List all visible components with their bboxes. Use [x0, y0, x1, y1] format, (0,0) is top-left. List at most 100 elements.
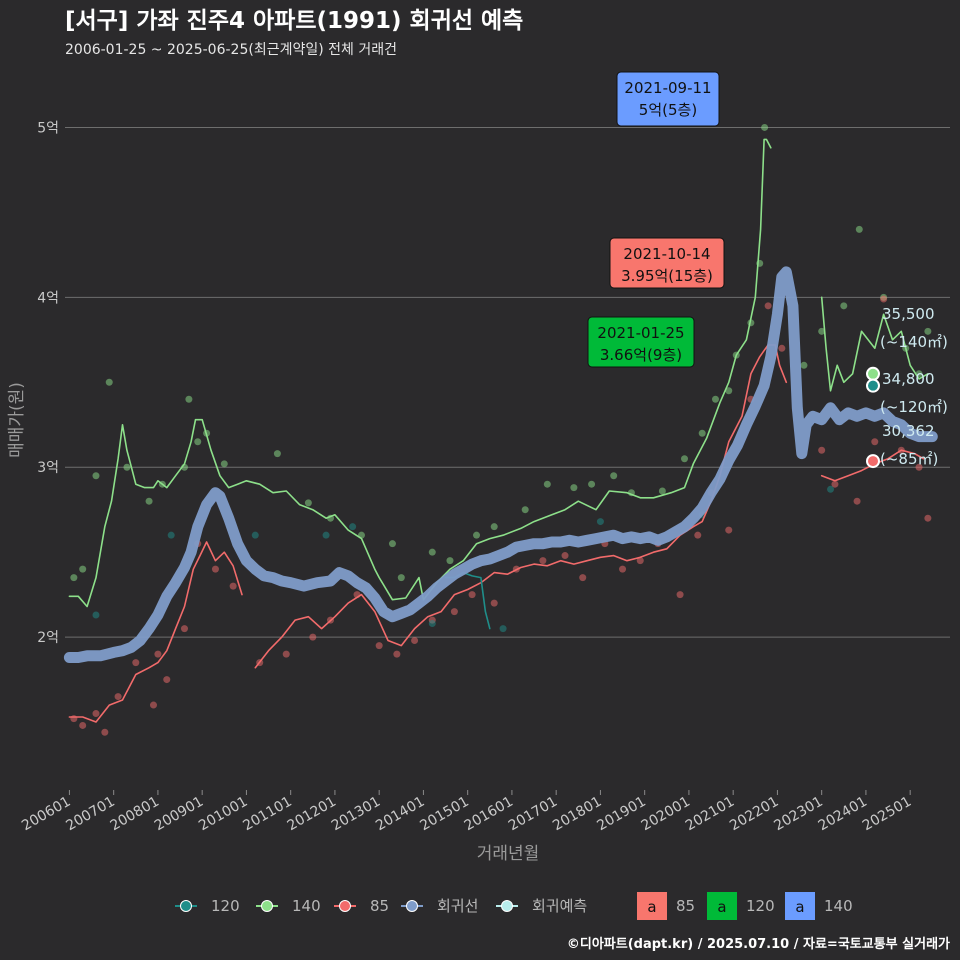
scatter-point: [70, 715, 78, 723]
series-line-140: [68, 138, 772, 608]
scatter-point: [764, 302, 772, 310]
chart-subtitle: 2006-01-25 ~ 2025-06-25(최근계약일) 전체 거래건: [65, 42, 397, 58]
scatter-point: [761, 123, 769, 131]
chart-title: [서구] 가좌 진주4 아파트(1991) 회귀선 예측: [65, 8, 523, 34]
x-tick-label: 202101: [683, 794, 737, 835]
scatter-point: [92, 710, 100, 718]
end-label-area: (~120㎡): [880, 398, 948, 416]
annotation-text: 3.95억(15층): [621, 267, 713, 285]
x-tick-label: 201901: [594, 794, 648, 835]
scatter-point: [79, 565, 87, 573]
legend-label: 85: [370, 897, 389, 915]
scatter-point: [676, 591, 684, 599]
scatter-point: [800, 361, 808, 369]
end-label-value: 30,362: [882, 422, 935, 440]
scatter-point: [490, 523, 498, 531]
scatter-point: [185, 395, 193, 403]
annotation-date: 2021-10-14: [623, 245, 710, 263]
x-tick-label: 201301: [329, 794, 383, 835]
scatter-point: [636, 557, 644, 565]
legend-point-key: [180, 900, 192, 912]
forecast-marker: [866, 454, 880, 469]
scatter-point: [92, 611, 100, 619]
scatter-point: [924, 327, 932, 335]
scatter-point: [499, 625, 507, 633]
scatter-point: [694, 531, 702, 539]
scatter-point: [167, 531, 175, 539]
x-tick-label: 200601: [19, 794, 73, 835]
annotation-box: [587, 316, 695, 368]
annotation-box: [616, 71, 720, 127]
scatter-point: [681, 455, 688, 463]
scatter-point: [349, 523, 357, 531]
end-label-value: 34,800: [882, 370, 935, 388]
legend-label: 140: [292, 897, 321, 915]
x-tick-label: 202501: [860, 794, 914, 835]
scatter-point: [840, 302, 848, 310]
scatter-point: [610, 472, 618, 480]
end-labels: 35,500 (~140㎡) 34,800 (~120㎡) 30,362 (~85㎡): [866, 305, 948, 469]
scatter-point: [521, 506, 529, 514]
scatter-point: [211, 565, 219, 573]
scatter-point: [194, 438, 202, 446]
forecast-marker: [866, 378, 880, 393]
series-lines: [63, 138, 938, 723]
scatter-point: [273, 450, 281, 458]
series-line-140: [820, 296, 929, 392]
annotation-date: 2021-01-25: [597, 324, 684, 342]
scatter-point: [388, 540, 396, 548]
x-tick-label: 201501: [417, 794, 471, 835]
scatter-point: [468, 591, 476, 599]
x-tick-label: 202401: [816, 794, 870, 835]
scatter-point: [163, 676, 171, 684]
scatter-point: [375, 642, 383, 650]
legend-point-key: [261, 900, 273, 912]
end-label-area: (~85㎡): [880, 450, 938, 468]
x-tick-label: 201401: [373, 794, 427, 835]
chart-caption: ©디아파트(dapt.kr) / 2025.07.10 / 자료=국토교통부 실…: [567, 936, 950, 952]
scatter-point: [309, 633, 317, 641]
legend-box-label: 140: [824, 897, 853, 915]
legend-box-key: [785, 892, 815, 920]
regression-line: [63, 266, 938, 663]
legend-label: 회귀예측: [532, 897, 587, 915]
scatter-point: [725, 387, 733, 395]
scatter-point: [145, 497, 153, 505]
legend-box-letter: a: [717, 898, 726, 916]
x-tick-label: 201701: [506, 794, 560, 835]
scatter-point: [915, 463, 923, 471]
scatter-point: [924, 514, 932, 522]
scatter-point: [101, 728, 109, 736]
legend-box-label: 120: [746, 897, 775, 915]
legend-box-letter: a: [647, 898, 656, 916]
x-tick-label: 201601: [462, 794, 516, 835]
scatter-point: [596, 518, 604, 526]
x-tick-label: 201801: [550, 794, 604, 835]
scatter-point: [251, 531, 259, 539]
scatter-point: [711, 395, 719, 403]
scatter-point: [818, 446, 826, 454]
x-axis-title: 거래년월: [477, 844, 540, 864]
legend: 120 140 85 회귀선 회귀예측 a 85 a 120 a 140: [175, 892, 853, 920]
x-tick-label: 201201: [285, 794, 339, 835]
y-tick-label: 4억: [37, 290, 59, 306]
scatter-point: [490, 599, 498, 607]
scatter-point: [79, 721, 87, 729]
x-tick-label: 201001: [196, 794, 250, 835]
scatter-point: [778, 344, 786, 352]
legend-point-key: [406, 900, 418, 912]
scatter-point: [570, 484, 578, 492]
scatter-point: [539, 557, 547, 565]
legend-box-letter: a: [795, 898, 804, 916]
legend-point-key: [339, 900, 351, 912]
scatter-point: [855, 225, 863, 233]
scatter-point: [393, 650, 401, 658]
scatter-point: [818, 327, 826, 335]
scatter-point: [150, 701, 157, 709]
scatter-point: [827, 485, 835, 493]
scatter-point: [880, 295, 888, 303]
scatter-point: [105, 378, 113, 386]
scatter-point: [619, 565, 627, 573]
scatter-point: [588, 480, 596, 488]
